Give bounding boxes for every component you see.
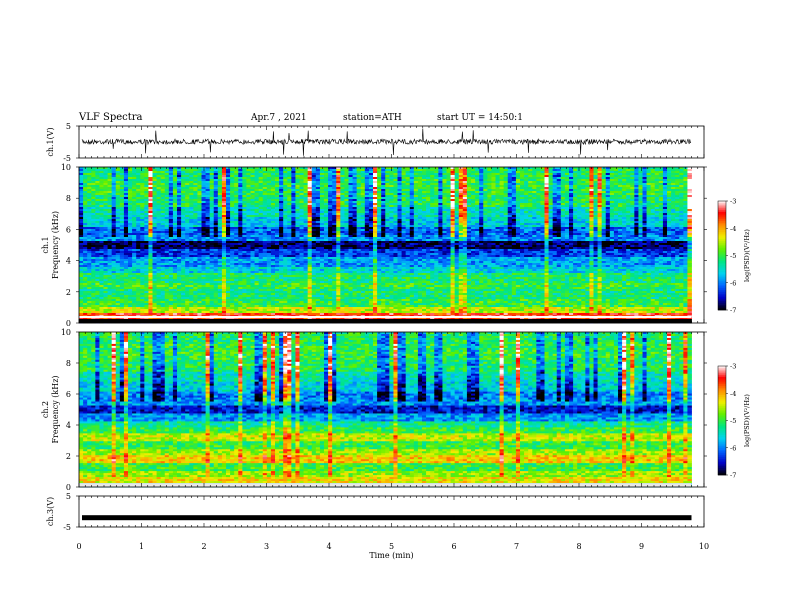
ch1-waveform-trace (82, 129, 691, 156)
x-tick-10: 10 (699, 542, 709, 551)
x-tick-8: 8 (576, 542, 581, 551)
ch3-waveform-frame (79, 496, 704, 527)
ch2-spectrogram-ytick-0: 0 (66, 483, 71, 492)
ch2-spectrogram-colorbar-tick-1: -4 (730, 390, 736, 398)
ch1-spectrogram-colorbar-tick-1: -4 (730, 225, 736, 233)
ch1-spectrogram-colorbar-tick-0: -3 (730, 198, 736, 206)
ch1-spectrogram-panel (79, 167, 692, 323)
ch2-spectrogram-colorbar-tick-3: -6 (730, 444, 736, 452)
ch3-waveform-ylabel: ch.3(V) (46, 497, 55, 526)
ch1-spectrogram-colorbar-tick-3: -6 (730, 279, 736, 287)
x-tick-0: 0 (76, 542, 81, 551)
ch1-spectrogram-ylabel-channel: ch.1 (41, 236, 50, 253)
ch1-spectrogram-colorbar (718, 201, 728, 310)
ch2-spectrogram-ytick-2: 4 (66, 421, 71, 430)
ch1-spectrogram-ylabel-frequency: Frequency (kHz) (51, 211, 60, 279)
ch2-spectrogram-ytick-5: 10 (61, 328, 71, 337)
ch3-waveform-ytick-0: 5 (66, 492, 71, 501)
x-tick-9: 9 (639, 542, 644, 551)
ch1-spectrogram-ytick-5: 10 (61, 163, 71, 172)
ch1-spectrogram-colorbar-tick-4: -7 (730, 307, 736, 315)
x-tick-7: 7 (514, 542, 519, 551)
x-tick-2: 2 (201, 542, 206, 551)
vlf-figure: 5-5ch.1(V)0246810ch.1 Frequency (kHz)-3-4… (0, 0, 792, 612)
ch3-waveform-trace (82, 515, 692, 520)
x-tick-4: 4 (326, 542, 331, 551)
x-tick-5: 5 (389, 542, 394, 551)
x-axis-label: Time (min) (369, 551, 413, 560)
ch2-spectrogram-ytick-4: 8 (66, 359, 71, 368)
ch2-spectrogram-colorbar-tick-2: -5 (730, 417, 736, 425)
ch2-spectrogram-colorbar-tick-4: -7 (730, 472, 736, 480)
ch1-waveform-ytick-1: -5 (63, 154, 71, 163)
ch1-waveform-ytick-0: 5 (66, 122, 71, 131)
ch2-spectrogram-panel (79, 332, 692, 487)
ch1-waveform-ylabel: ch.1(V) (46, 127, 55, 156)
ch1-spectrogram-ytick-4: 8 (66, 194, 71, 203)
ch1-spectrogram-ytick-1: 2 (66, 288, 71, 297)
ch2-spectrogram-colorbar (718, 366, 728, 475)
ch2-spectrogram-ytick-3: 6 (66, 390, 71, 399)
ch2-spectrogram-ytick-1: 2 (66, 452, 71, 461)
ch1-spectrogram-colorbar-tick-2: -5 (730, 252, 736, 260)
ch1-spectrogram-ytick-2: 4 (66, 257, 71, 266)
ch1-spectrogram-colorbar-label: log(PSD)(V²/Hz) (743, 229, 751, 282)
ch1-spectrogram-ytick-3: 6 (66, 225, 71, 234)
ch3-waveform-ytick-1: -5 (63, 523, 71, 532)
ch2-spectrogram-colorbar-tick-0: -3 (730, 363, 736, 371)
x-tick-3: 3 (264, 542, 269, 551)
ch2-spectrogram-ylabel-frequency: Frequency (kHz) (51, 375, 60, 443)
ch2-spectrogram-ylabel-channel: ch.2 (41, 401, 50, 418)
x-tick-1: 1 (139, 542, 144, 551)
ch2-spectrogram-colorbar-label: log(PSD)(V²/Hz) (743, 394, 751, 447)
x-tick-6: 6 (451, 542, 456, 551)
ch1-spectrogram-ytick-0: 0 (66, 319, 71, 328)
